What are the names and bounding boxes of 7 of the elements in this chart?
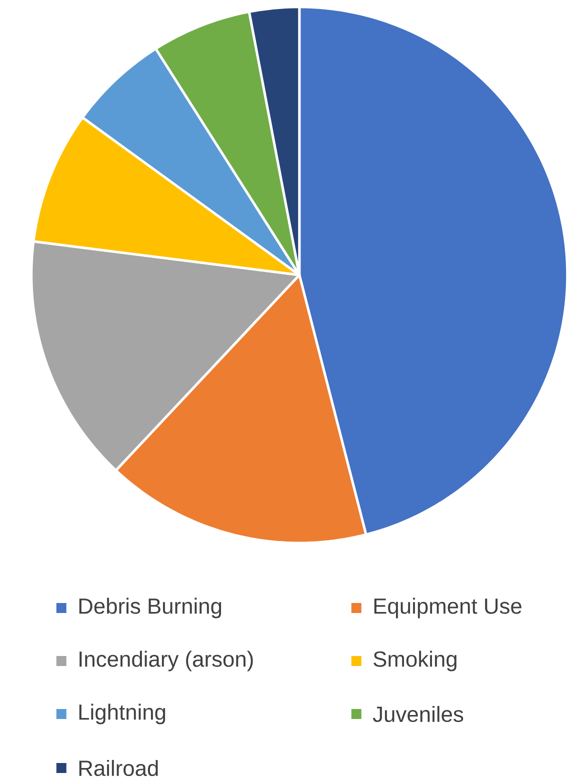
legend-label: Smoking <box>373 650 456 672</box>
legend-label: Debris Burning <box>79 598 221 618</box>
legend-label: Juveniles <box>372 706 463 722</box>
legend-label: Equipment Use <box>374 598 522 618</box>
legend-label: Incendiary (arson) <box>79 650 253 672</box>
legend-label: Railroad <box>79 760 158 776</box>
legend-label: Lightning <box>79 704 165 724</box>
